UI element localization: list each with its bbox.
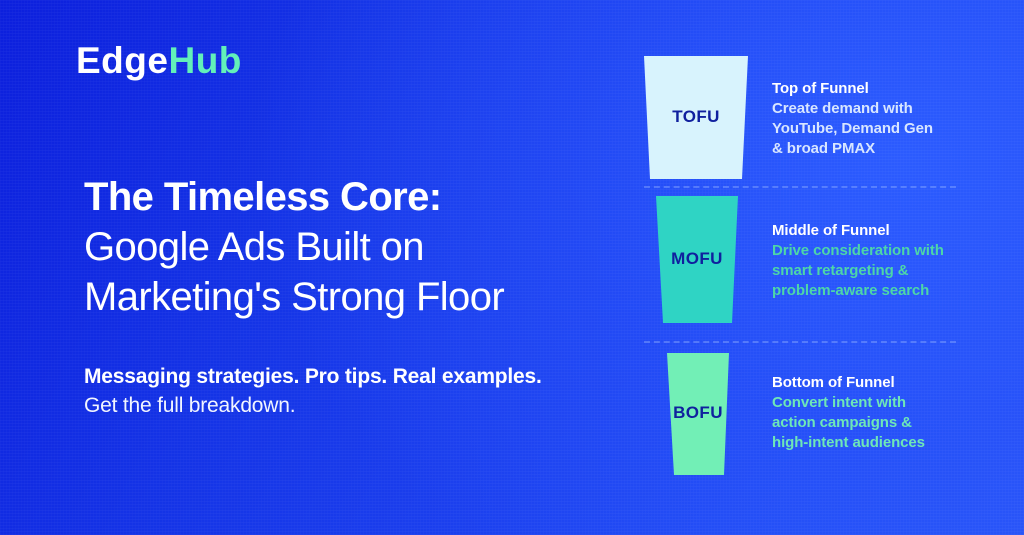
funnel-trapezoid-mofu: [656, 196, 738, 323]
funnel-desc-mofu-2: smart retargeting &: [772, 262, 909, 279]
funnel-title-mofu: Middle of Funnel: [772, 222, 890, 239]
funnel-desc-tofu-1: Create demand with: [772, 100, 913, 117]
funnel-desc-tofu-2: YouTube, Demand Gen: [772, 120, 933, 137]
funnel-diagram: TOFU Top of Funnel Create demand with Yo…: [640, 56, 980, 481]
funnel-trapezoid-bofu: [667, 353, 729, 475]
funnel-desc-bofu-1: Convert intent with: [772, 394, 906, 411]
funnel-trapezoid-tofu: [644, 56, 748, 179]
funnel-divider-1: [644, 186, 956, 188]
funnel-shape-bofu: BOFU: [662, 353, 734, 475]
funnel-desc-tofu-3: & broad PMAX: [772, 140, 875, 157]
funnel-title-tofu: Top of Funnel: [772, 80, 869, 97]
funnel-desc-bofu-2: action campaigns &: [772, 414, 912, 431]
logo-text-secondary: Hub: [168, 40, 242, 81]
funnel-desc-bofu-3: high-intent audiences: [772, 434, 925, 451]
headline-line-2: Google Ads Built on: [84, 225, 425, 269]
funnel-label-mofu: MOFU: [671, 249, 723, 268]
funnel-desc-mofu-1: Drive consideration with: [772, 242, 944, 259]
funnel-label-bofu: BOFU: [673, 403, 723, 422]
funnel-shape-mofu: MOFU: [652, 196, 742, 323]
funnel-divider-2: [644, 341, 956, 343]
headline: The Timeless Core: Google Ads Built on M…: [84, 172, 614, 322]
funnel-copy-mofu: Middle of Funnel Drive consideration wit…: [772, 221, 982, 301]
funnel-title-bofu: Bottom of Funnel: [772, 374, 895, 391]
headline-line-3: Marketing's Strong Floor: [84, 275, 505, 319]
logo-text-primary: Edge: [76, 40, 169, 81]
funnel-desc-mofu-3: problem-aware search: [772, 282, 930, 299]
funnel-copy-bofu: Bottom of Funnel Convert intent with act…: [772, 373, 982, 453]
subtitle-line-2: Get the full breakdown.: [84, 394, 296, 417]
brand-logo[interactable]: Edge Hub: [76, 40, 242, 82]
headline-line-1: The Timeless Core:: [84, 175, 442, 219]
subtitle-line-1: Messaging strategies. Pro tips. Real exa…: [84, 365, 542, 388]
subtitle: Messaging strategies. Pro tips. Real exa…: [84, 362, 614, 420]
funnel-shape-tofu: TOFU: [640, 56, 752, 179]
funnel-copy-tofu: Top of Funnel Create demand with YouTube…: [772, 79, 982, 159]
funnel-label-tofu: TOFU: [672, 107, 720, 126]
